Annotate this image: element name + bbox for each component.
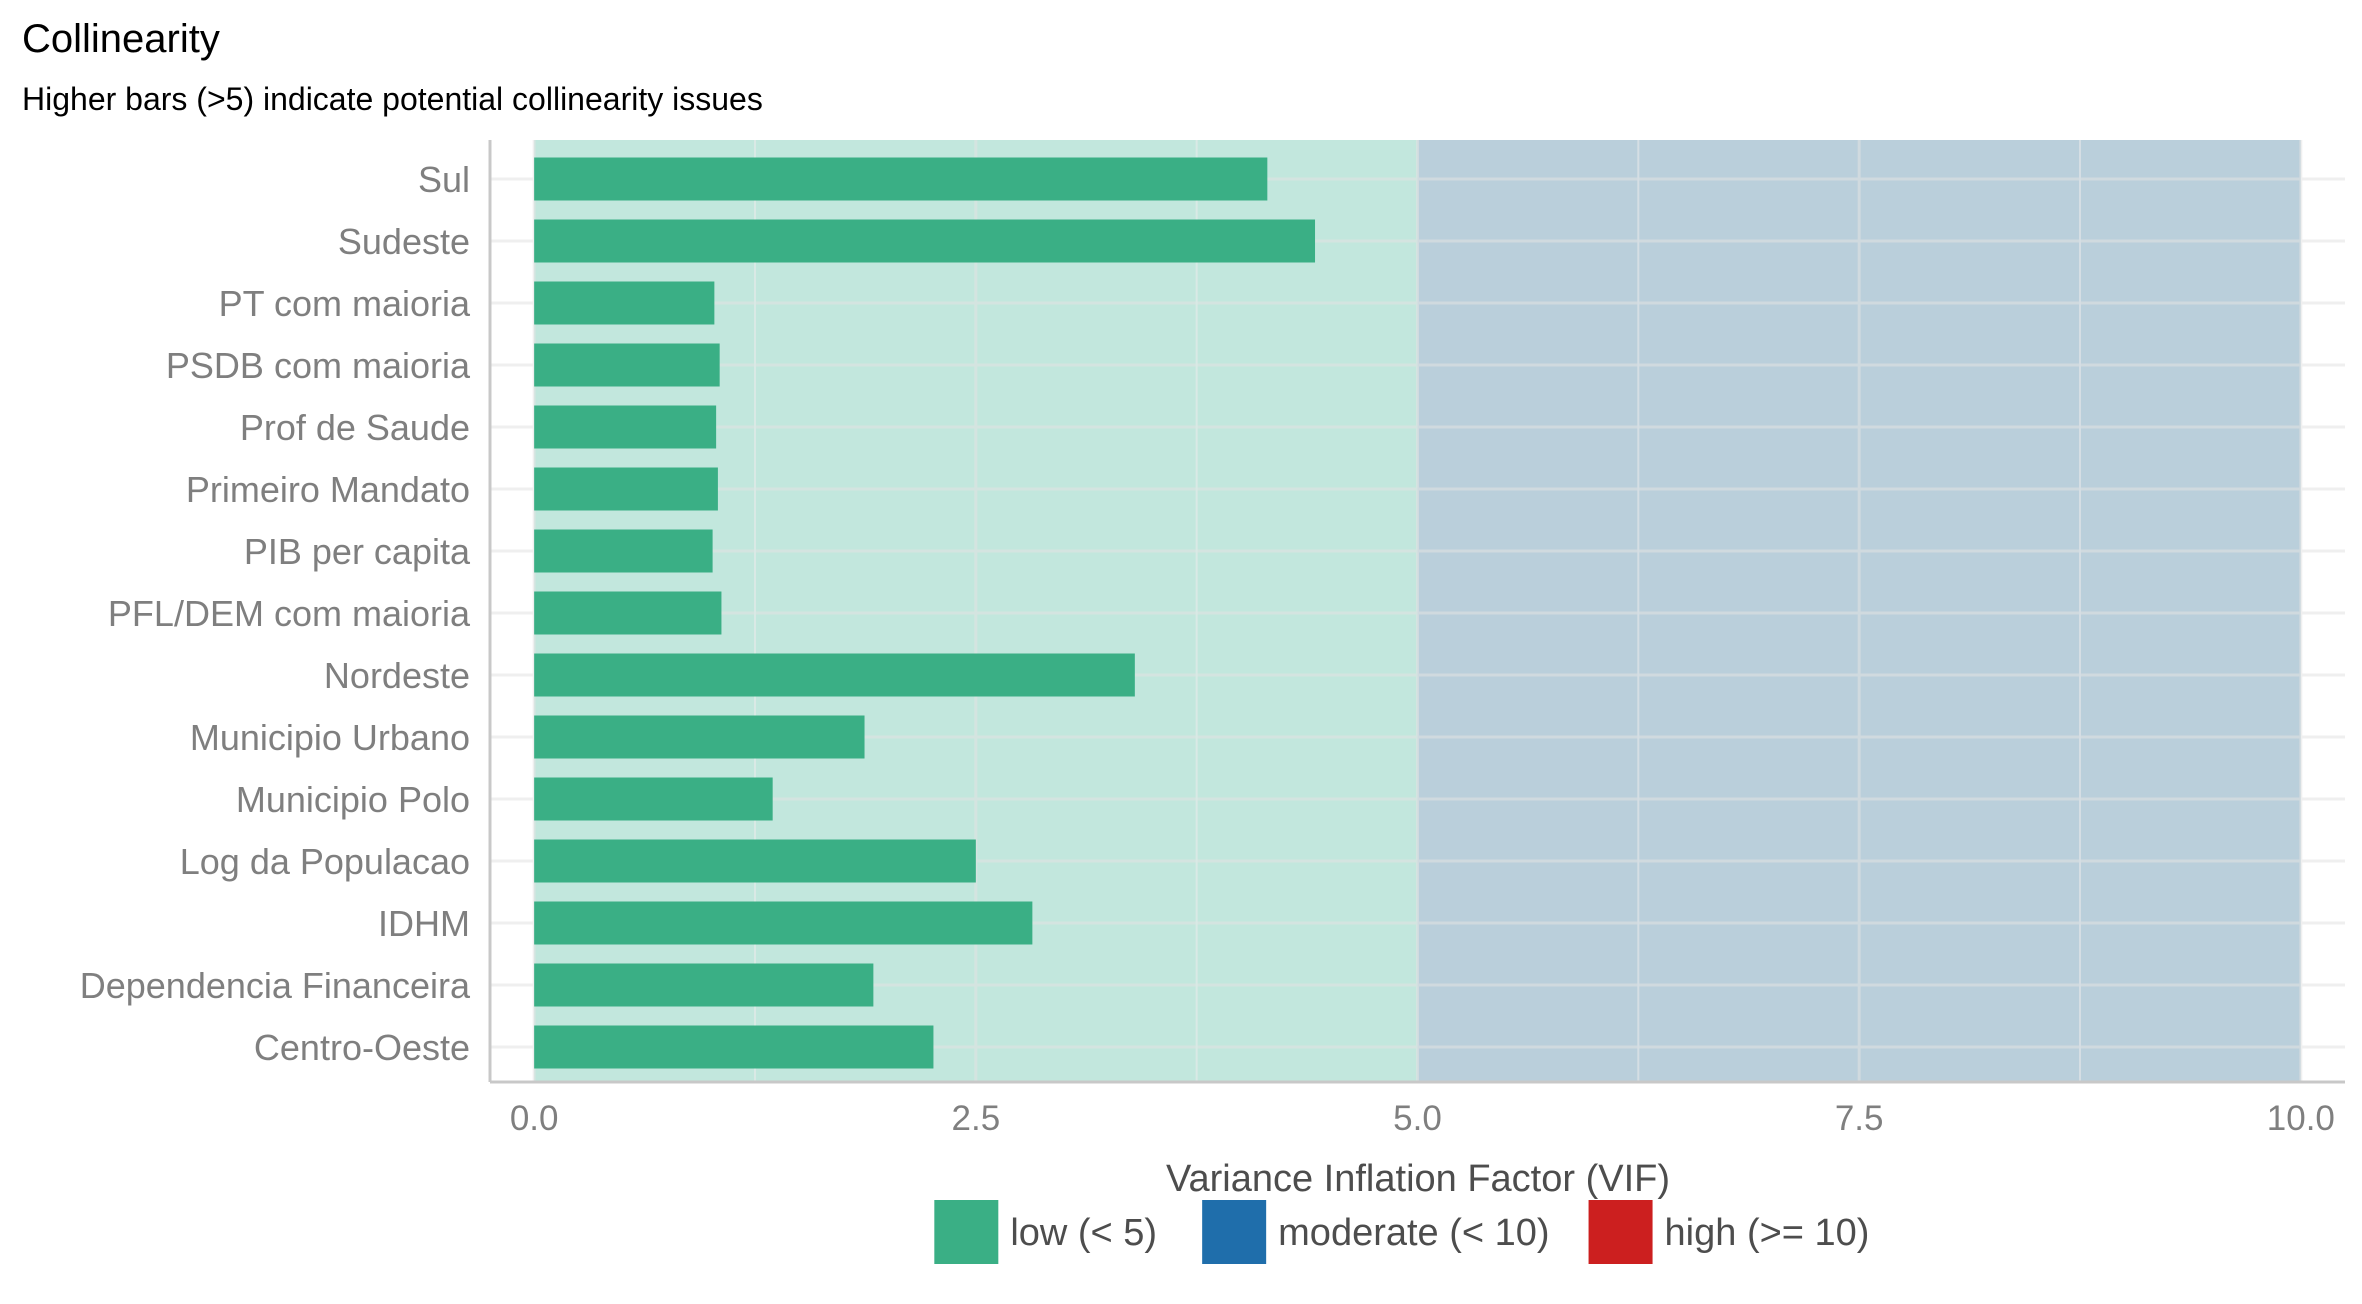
y-tick-labels: Sul Sudeste PT com maioria PSDB com maioria… bbox=[80, 159, 471, 1068]
y-tick-label: Municipio Urbano bbox=[190, 717, 470, 758]
chart-title: Collinearity bbox=[22, 17, 220, 61]
y-tick-label: Nordeste bbox=[324, 655, 470, 696]
legend-swatch bbox=[1202, 1200, 1267, 1264]
legend-label: high (>= 10) bbox=[1665, 1212, 1870, 1254]
y-tick-label: Dependencia Financeira bbox=[80, 965, 471, 1006]
chart-subtitle: Higher bars (>5) indicate potential coll… bbox=[22, 81, 763, 117]
bar bbox=[534, 839, 976, 883]
legend-swatch bbox=[934, 1200, 999, 1264]
bar bbox=[534, 777, 773, 821]
x-tick-labels: 0.0 2.5 5.0 7.5 10.0 bbox=[510, 1099, 2335, 1138]
bar bbox=[534, 157, 1268, 201]
legend-label: moderate (< 10) bbox=[1278, 1212, 1549, 1254]
y-tick-label: PFL/DEM com maioria bbox=[108, 593, 471, 634]
y-tick-label: Sul bbox=[418, 159, 470, 200]
y-tick-label: Municipio Polo bbox=[236, 779, 470, 820]
x-tick-label: 7.5 bbox=[1835, 1099, 1884, 1138]
bar bbox=[534, 715, 865, 759]
y-tick-label: Prof de Saude bbox=[240, 407, 470, 448]
bars bbox=[534, 157, 1316, 1069]
bar bbox=[534, 1025, 934, 1069]
legend: low (< 5) moderate (< 10) high (>= 10) bbox=[934, 1200, 1869, 1264]
bar bbox=[534, 219, 1316, 263]
y-tick-label: IDHM bbox=[378, 903, 470, 944]
legend-label: low (< 5) bbox=[1010, 1212, 1157, 1254]
bar bbox=[534, 963, 874, 1007]
bar bbox=[534, 467, 718, 511]
bar bbox=[534, 653, 1135, 697]
x-tick-label: 0.0 bbox=[510, 1099, 559, 1138]
y-tick-label: Log da Populacao bbox=[180, 841, 470, 882]
axes bbox=[488, 140, 2345, 1084]
bar bbox=[534, 901, 1033, 945]
y-tick-label: Sudeste bbox=[338, 221, 470, 262]
bar bbox=[534, 343, 720, 387]
bar bbox=[534, 281, 715, 325]
legend-swatch bbox=[1588, 1200, 1653, 1264]
y-tick-label: PSDB com maioria bbox=[166, 345, 471, 386]
x-tick-label: 10.0 bbox=[2267, 1099, 2335, 1138]
y-tick-label: Centro-Oeste bbox=[254, 1027, 470, 1068]
y-tick-label: PT com maioria bbox=[219, 283, 471, 324]
x-axis-title: Variance Inflation Factor (VIF) bbox=[1166, 1158, 1670, 1200]
x-tick-label: 5.0 bbox=[1393, 1099, 1442, 1138]
bar bbox=[534, 591, 722, 635]
bar bbox=[534, 529, 713, 573]
y-tick-label: PIB per capita bbox=[244, 531, 471, 572]
bar bbox=[534, 405, 717, 449]
x-tick-label: 2.5 bbox=[952, 1099, 1001, 1138]
y-tick-label: Primeiro Mandato bbox=[186, 469, 470, 510]
